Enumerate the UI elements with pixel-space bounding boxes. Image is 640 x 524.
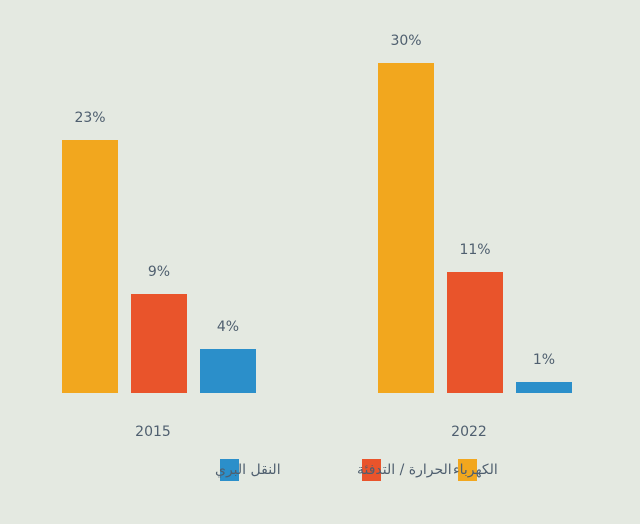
bar — [131, 294, 187, 393]
bar — [447, 272, 503, 393]
bar — [378, 63, 434, 393]
legend-label: الكهرباء — [453, 462, 498, 478]
legend-label: الحرارة / التدفئة — [357, 462, 452, 478]
value-label: 23% — [74, 110, 105, 126]
value-label: 4% — [217, 319, 239, 335]
value-label: 9% — [148, 264, 170, 280]
bar — [200, 349, 256, 393]
bar — [62, 140, 118, 393]
bar — [516, 382, 572, 393]
x-tick-label: 2015 — [135, 424, 171, 440]
legend-label: النقل البري — [215, 462, 281, 478]
value-label: 11% — [459, 242, 490, 258]
legend-swatch — [458, 459, 477, 481]
legend-swatch — [220, 459, 239, 481]
value-label: 30% — [390, 33, 421, 49]
x-tick-label: 2022 — [451, 424, 487, 440]
value-label: 1% — [533, 352, 555, 368]
legend-swatch — [362, 459, 381, 481]
